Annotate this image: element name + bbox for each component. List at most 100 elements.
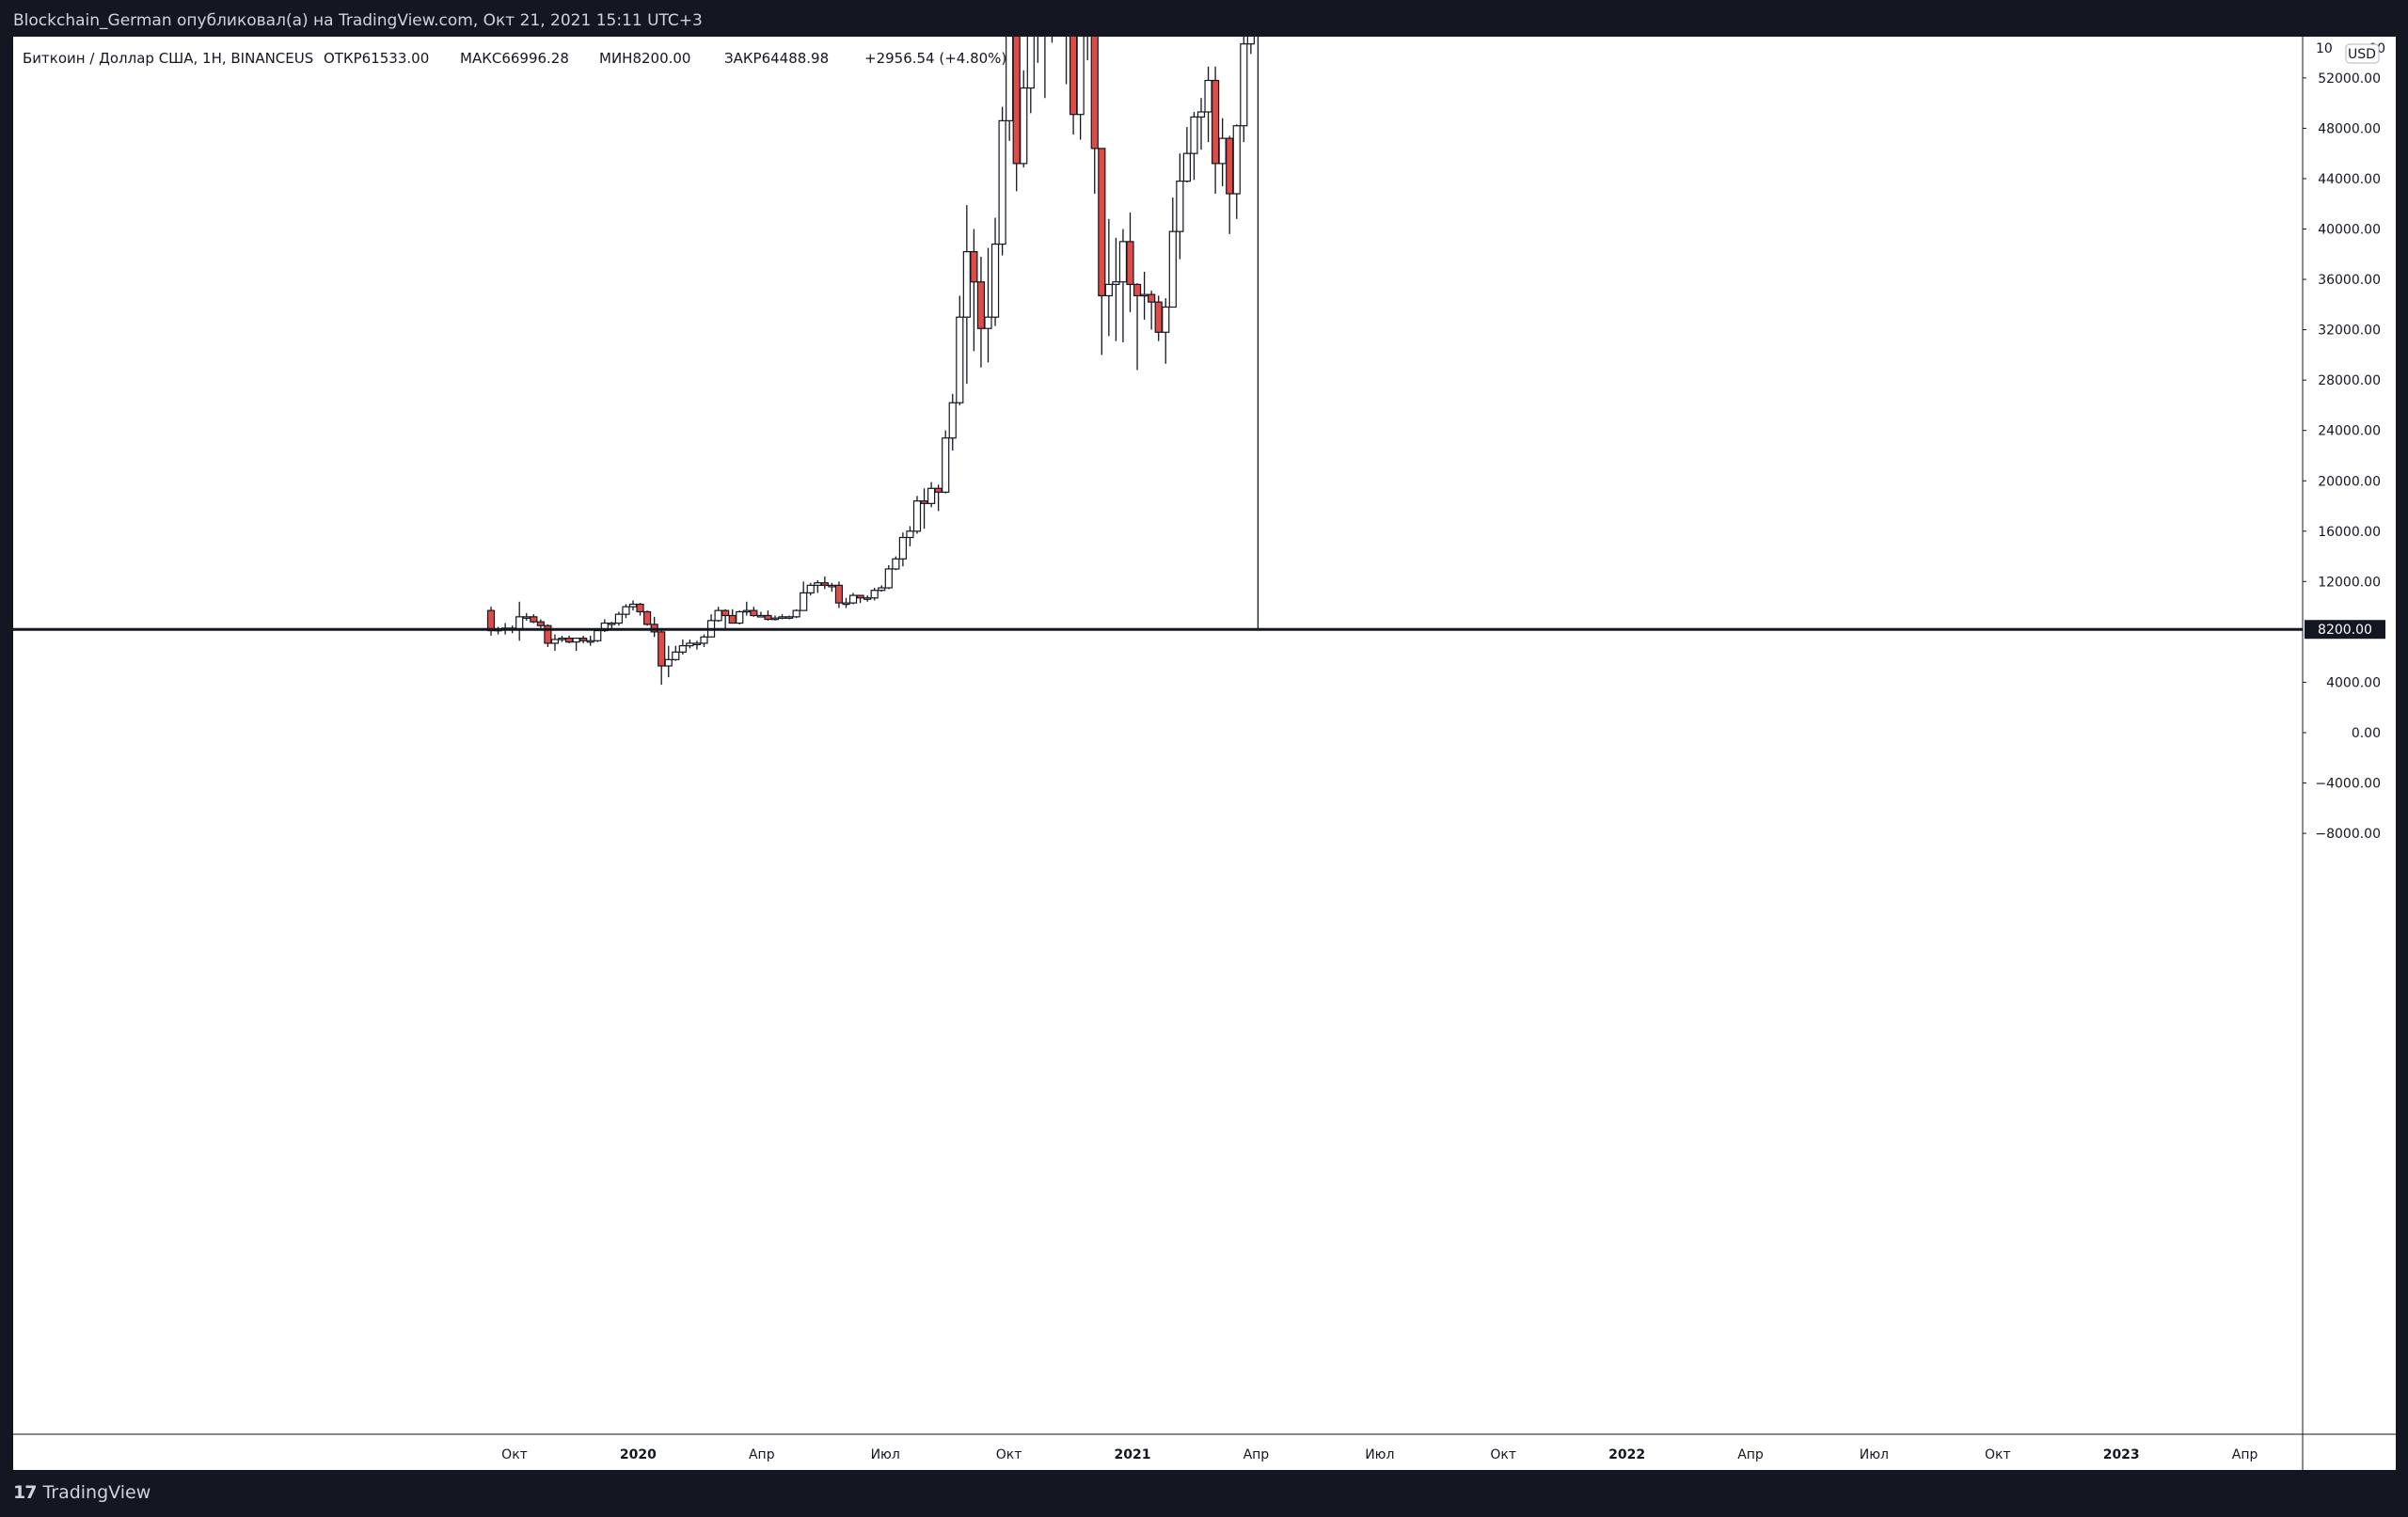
price-tick-label: 52000.00	[2318, 71, 2381, 87]
candle-body-up	[515, 616, 524, 630]
chart-svg[interactable]: 96000.0092000.0088000.0084000.0080000.00…	[13, 37, 2396, 1470]
candle	[1012, 37, 1021, 192]
candle-body-up	[770, 617, 780, 621]
candle-body-up	[594, 629, 602, 641]
candle-body-down	[970, 250, 978, 283]
price-tick-label: 44000.00	[2318, 172, 2381, 187]
candle	[686, 639, 694, 649]
candle-body-down	[1069, 37, 1078, 116]
candle-body-up	[1104, 283, 1113, 297]
candle	[942, 430, 950, 494]
time-tick-label: 2021	[1115, 1447, 1151, 1462]
candle	[1065, 37, 1068, 85]
candle-body-down	[1098, 148, 1106, 297]
candle-body-up	[927, 487, 936, 504]
candle-body-up	[1118, 241, 1128, 283]
candle-body-down	[1126, 241, 1134, 286]
candle-body-down	[1226, 137, 1234, 195]
candle-body-up	[1240, 43, 1248, 127]
candle-body-down	[934, 487, 943, 493]
candle-body-up	[800, 592, 808, 611]
candle	[1211, 66, 1220, 195]
candle-body-up	[912, 500, 922, 532]
candle-body-up	[1140, 293, 1149, 297]
candle	[515, 601, 524, 641]
candle-body-up	[806, 584, 815, 593]
candle	[962, 205, 971, 385]
candle-body-up	[664, 658, 673, 667]
candle	[814, 580, 822, 593]
tradingview-brand-text: TradingView	[42, 1482, 151, 1503]
time-tick-label: Апр	[749, 1447, 775, 1462]
price-tick-label: 28000.00	[2318, 373, 2381, 388]
candle	[990, 217, 1000, 326]
price-tick-label: −4000.00	[2315, 777, 2381, 792]
candle-body-up	[686, 642, 694, 647]
price-tags: 8200.0064488.983d 12h	[2305, 620, 2385, 640]
candle-body-up	[848, 594, 858, 604]
candle	[657, 629, 666, 686]
candle	[728, 608, 737, 624]
legend-high: МАКС66996.28	[460, 50, 569, 67]
candle	[920, 488, 928, 529]
candle-body-up	[1182, 152, 1192, 182]
candle-body-up	[622, 606, 630, 615]
candle	[1020, 70, 1028, 167]
candle	[692, 640, 702, 650]
candle-body-up	[714, 609, 722, 622]
candle	[1176, 153, 1184, 260]
candle	[1182, 127, 1192, 182]
candle-body-up	[1196, 111, 1206, 118]
candle-body-up	[784, 616, 794, 619]
time-tick-label: Июл	[1860, 1447, 1889, 1462]
candle	[892, 556, 900, 571]
candle	[486, 607, 496, 636]
candle-body-up	[778, 616, 786, 619]
legend-low: МИН8200.00	[599, 50, 690, 67]
candle-body-down	[1154, 301, 1163, 333]
price-tick-label-partial: 10	[2316, 41, 2333, 56]
candle	[522, 612, 531, 621]
candle-body-up	[700, 636, 708, 644]
candle	[1076, 37, 1085, 140]
chart-pane[interactable]: 96000.0092000.0088000.0084000.0080000.00…	[13, 37, 2396, 1470]
candle-body-up	[828, 584, 836, 588]
candle	[863, 595, 872, 602]
tradingview-logo[interactable]: 17 TradingView	[13, 1482, 150, 1503]
candle	[927, 482, 936, 508]
candle-body-up	[956, 316, 964, 403]
candle-body-up	[1176, 181, 1184, 232]
candle	[550, 634, 560, 651]
candle-body-down	[834, 584, 844, 604]
line-price-tag-label: 8200.00	[2318, 623, 2372, 638]
candle	[579, 635, 588, 643]
candle	[642, 610, 652, 626]
candle	[778, 614, 786, 620]
time-tick-label: Апр	[2232, 1447, 2258, 1462]
candle	[984, 247, 992, 363]
candle-body-down	[1211, 79, 1220, 165]
candle-body-up	[884, 568, 893, 589]
candle	[614, 611, 624, 626]
candle-body-up	[672, 651, 680, 660]
candle	[1112, 237, 1120, 341]
candle-body-up	[692, 642, 702, 646]
candle-body-up	[558, 637, 566, 640]
candle-body-up	[878, 587, 886, 592]
tradingview-logo-icon: 17	[13, 1482, 37, 1503]
candle-body-up	[998, 119, 1006, 245]
candle	[956, 295, 964, 405]
time-tick-label: 2022	[1608, 1447, 1645, 1462]
candle	[1240, 37, 1248, 143]
candle-body-down	[564, 637, 574, 643]
candle	[572, 637, 580, 651]
candle	[1204, 66, 1212, 143]
candle	[976, 256, 986, 368]
currency-badge[interactable]	[2345, 43, 2380, 64]
candle	[870, 588, 879, 601]
candle	[1162, 298, 1170, 364]
candle	[970, 229, 978, 352]
candle-body-up	[892, 558, 900, 570]
candle	[650, 616, 658, 638]
candle-body-down	[657, 631, 666, 667]
